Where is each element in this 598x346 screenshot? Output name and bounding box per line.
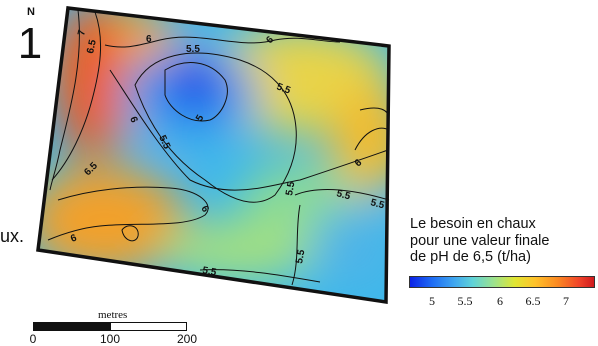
legend-color-ramp: [409, 276, 595, 288]
cut-off-text: ux.: [0, 226, 25, 246]
legend-title-line: pour une valeur finale: [410, 232, 550, 249]
contour-label: 5.5: [369, 197, 386, 211]
north-glyph: 1: [18, 19, 42, 68]
contour-label: 6: [353, 157, 365, 169]
contour-label: 7: [76, 28, 88, 36]
contour-label: 5.5: [186, 44, 200, 55]
contour-label: 6: [127, 115, 139, 124]
legend-tick: 5.5: [457, 294, 473, 308]
legend-tick: 6: [497, 294, 503, 308]
north-letter: N: [27, 6, 35, 18]
legend-tick: 5: [429, 294, 435, 308]
contour-label: 6: [69, 232, 78, 244]
legend-title-line: Le besoin en chaux: [410, 216, 536, 232]
field-boundary: [36, 6, 391, 305]
contour-label: 5.5: [335, 188, 352, 202]
scale-tick: 100: [99, 332, 121, 346]
contour-labels: 7 6.5 6 5.5 5 5.5 5.5 6 5.5 6 6 6.5 5.5 …: [69, 28, 386, 278]
scale-unit-label: metres: [98, 309, 128, 321]
scale-segment-dark: [33, 322, 110, 331]
scale-tick: 200: [176, 332, 198, 346]
contour-label: 5.5: [156, 134, 172, 152]
interpolated-surface: [38, 8, 389, 302]
contour-label: 6: [198, 204, 211, 215]
scale-tick: 0: [29, 332, 37, 346]
legend-tick: 6.5: [525, 294, 541, 308]
scale-bar: [33, 322, 187, 331]
contour-lines: [47, 9, 390, 286]
contour-label: 5.5: [294, 248, 307, 264]
contour-label: 5.5: [275, 81, 292, 96]
scale-segment-light: [110, 322, 187, 331]
contour-label: 6: [146, 34, 152, 45]
legend-title: Le besoin en chaux pour une valeur final…: [410, 216, 598, 266]
contour-label: 5: [194, 113, 207, 124]
legend-title-line: de pH de 6,5 (t/ha): [410, 249, 531, 265]
contour-label: 5.5: [284, 180, 297, 196]
contour-label: 6.5: [85, 38, 99, 54]
north-arrow: N 1: [18, 6, 42, 68]
legend-tick: 7: [563, 294, 569, 308]
